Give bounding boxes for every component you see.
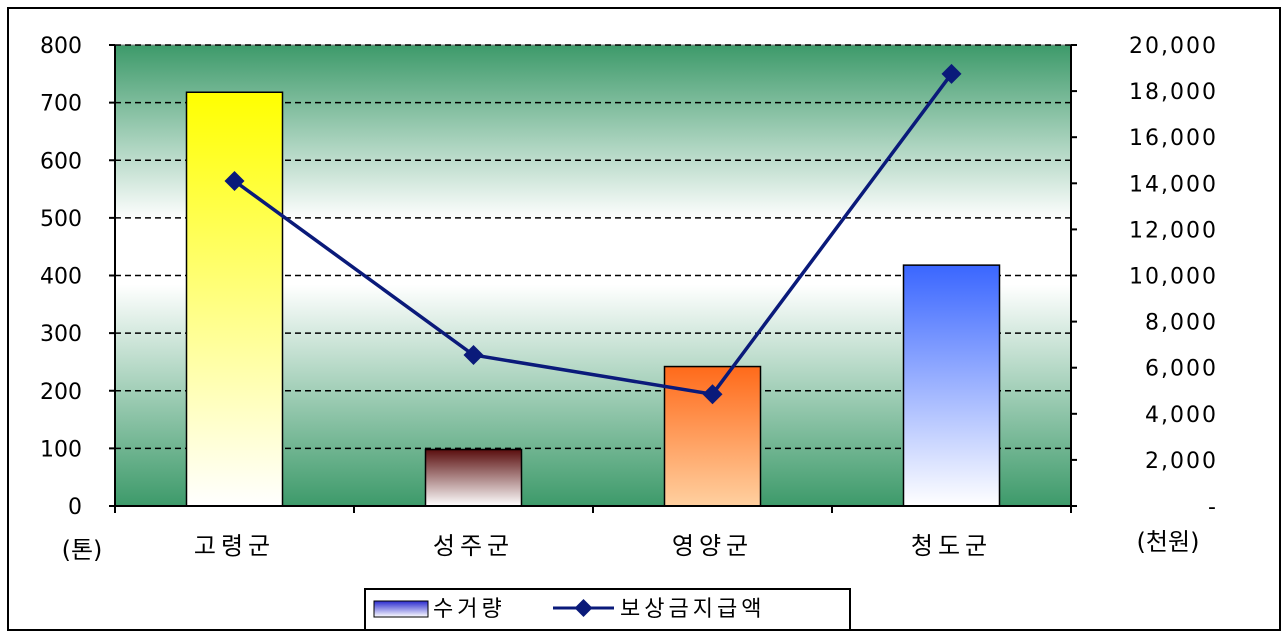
right-tick-label: 2,000 <box>1145 449 1218 474</box>
line-series <box>233 72 953 397</box>
right-tick-label: 12,000 <box>1129 218 1218 243</box>
legend-label-line: 보상금지급액 <box>620 597 765 622</box>
legend: 수거량 보상금지급액 <box>364 588 851 631</box>
left-tick-label: 500 <box>40 207 82 232</box>
legend-bar-swatch <box>373 600 429 618</box>
left-tick-label: 300 <box>40 322 82 347</box>
category-label: 청도군 <box>911 532 992 560</box>
left-tick-label: 0 <box>68 495 82 520</box>
left-tick-label: 400 <box>40 265 82 290</box>
bar-2 <box>424 448 523 507</box>
right-tick-label: - <box>1208 495 1218 520</box>
left-axis-unit: (톤) <box>62 536 103 564</box>
left-tick-label: 700 <box>40 92 82 117</box>
right-tick-label: 20,000 <box>1129 34 1218 59</box>
right-tick-label: 18,000 <box>1129 80 1218 105</box>
category-label: 영양군 <box>672 532 753 560</box>
right-tick-label: 4,000 <box>1145 403 1218 428</box>
left-tick-label: 100 <box>40 437 82 462</box>
category-label: 성주군 <box>433 532 514 560</box>
line-point-1 <box>224 170 245 191</box>
right-tick-label: 10,000 <box>1129 265 1218 290</box>
left-tick-label: 800 <box>40 34 82 59</box>
right-tick-label: 6,000 <box>1145 357 1218 382</box>
category-label: 고령군 <box>194 532 275 560</box>
right-tick-label: 14,000 <box>1129 172 1218 197</box>
legend-line-marker <box>574 599 593 617</box>
bar-1 <box>185 91 284 507</box>
line-point-4 <box>941 63 962 84</box>
left-tick-label: 600 <box>40 149 82 174</box>
right-tick-label: 16,000 <box>1129 126 1218 151</box>
legend-label-bar: 수거량 <box>433 597 506 622</box>
line-point-3 <box>702 384 723 405</box>
right-tick-label: 8,000 <box>1145 311 1218 336</box>
left-tick-label: 200 <box>40 380 82 405</box>
bar-4 <box>902 264 1001 507</box>
right-axis-unit: (천원) <box>1137 528 1200 556</box>
line-point-2 <box>463 345 484 366</box>
